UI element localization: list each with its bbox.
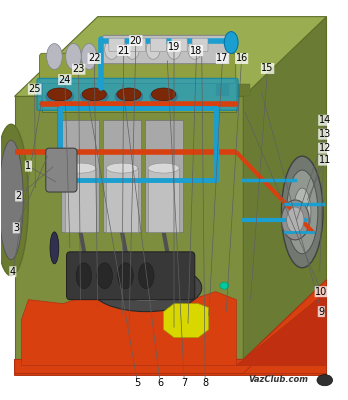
Polygon shape: [15, 17, 326, 96]
Polygon shape: [15, 294, 326, 373]
Text: 25: 25: [29, 84, 41, 94]
Ellipse shape: [76, 263, 92, 289]
Bar: [144, 120, 183, 232]
Ellipse shape: [46, 88, 73, 104]
Ellipse shape: [97, 263, 112, 289]
Ellipse shape: [47, 88, 72, 101]
Ellipse shape: [220, 282, 229, 289]
Text: 11: 11: [319, 155, 331, 165]
FancyBboxPatch shape: [171, 38, 187, 52]
Text: 19: 19: [168, 42, 180, 52]
Text: 3: 3: [13, 223, 19, 233]
FancyBboxPatch shape: [40, 53, 236, 84]
Ellipse shape: [224, 32, 238, 54]
Bar: [106, 168, 137, 232]
Ellipse shape: [139, 263, 154, 289]
Text: 20: 20: [130, 36, 142, 46]
Ellipse shape: [91, 264, 202, 312]
Text: 8: 8: [202, 378, 208, 388]
Ellipse shape: [317, 374, 333, 386]
Ellipse shape: [118, 263, 133, 289]
Ellipse shape: [151, 88, 176, 101]
Bar: [216, 84, 229, 96]
Ellipse shape: [150, 88, 177, 104]
FancyBboxPatch shape: [37, 78, 238, 110]
FancyBboxPatch shape: [102, 35, 229, 64]
Text: 5: 5: [134, 378, 141, 388]
Polygon shape: [22, 292, 236, 366]
Text: 4: 4: [10, 267, 16, 277]
Bar: [148, 168, 179, 232]
Ellipse shape: [47, 44, 62, 70]
Ellipse shape: [294, 188, 311, 236]
Ellipse shape: [0, 124, 29, 276]
Text: 10: 10: [315, 287, 327, 297]
FancyBboxPatch shape: [109, 38, 125, 52]
Polygon shape: [15, 280, 326, 375]
FancyBboxPatch shape: [192, 38, 208, 52]
FancyBboxPatch shape: [46, 148, 77, 192]
Text: 18: 18: [190, 46, 203, 56]
Ellipse shape: [0, 140, 23, 260]
Text: 1: 1: [25, 161, 31, 171]
Ellipse shape: [282, 156, 323, 268]
Bar: [103, 120, 141, 232]
Ellipse shape: [81, 44, 97, 70]
Text: 7: 7: [181, 378, 188, 388]
Text: 21: 21: [118, 46, 130, 56]
Polygon shape: [236, 292, 326, 366]
Text: 12: 12: [318, 143, 331, 153]
Polygon shape: [15, 96, 243, 360]
Ellipse shape: [115, 88, 143, 104]
Polygon shape: [243, 17, 326, 360]
FancyBboxPatch shape: [130, 38, 145, 52]
Text: 24: 24: [58, 75, 71, 85]
Polygon shape: [42, 80, 236, 112]
Text: 22: 22: [88, 54, 101, 64]
Ellipse shape: [50, 232, 59, 264]
FancyBboxPatch shape: [66, 252, 195, 300]
Ellipse shape: [188, 39, 202, 59]
Ellipse shape: [282, 200, 309, 240]
Bar: [61, 120, 100, 232]
Text: 9: 9: [318, 307, 324, 317]
Ellipse shape: [80, 88, 108, 104]
Bar: [236, 84, 250, 96]
FancyBboxPatch shape: [150, 38, 166, 52]
Text: 23: 23: [72, 64, 85, 74]
Ellipse shape: [115, 274, 177, 302]
Ellipse shape: [66, 44, 81, 70]
Ellipse shape: [148, 163, 179, 173]
Ellipse shape: [126, 39, 139, 59]
Text: VazClub.com: VazClub.com: [248, 375, 309, 384]
Ellipse shape: [82, 88, 106, 101]
Text: 13: 13: [319, 129, 331, 139]
Text: 14: 14: [319, 115, 331, 125]
Ellipse shape: [117, 88, 141, 101]
Text: 6: 6: [157, 378, 163, 388]
Text: 15: 15: [261, 64, 274, 74]
Ellipse shape: [287, 170, 318, 254]
Ellipse shape: [105, 39, 119, 59]
Polygon shape: [164, 304, 209, 338]
Ellipse shape: [106, 163, 137, 173]
Ellipse shape: [146, 39, 160, 59]
Ellipse shape: [287, 207, 304, 233]
Text: 16: 16: [236, 54, 248, 64]
Text: 2: 2: [16, 191, 22, 201]
Text: 17: 17: [216, 54, 229, 64]
Bar: [65, 168, 96, 232]
Ellipse shape: [167, 39, 181, 59]
Ellipse shape: [65, 163, 96, 173]
